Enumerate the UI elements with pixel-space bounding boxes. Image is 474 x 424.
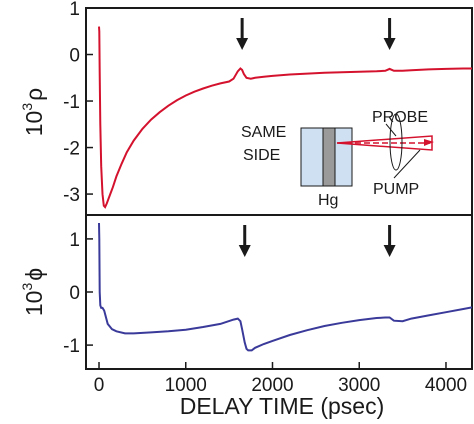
svg-text:103ϕ: 103 ϕ [19,268,47,316]
bottom-y-axis-title: 103 ϕ [19,268,47,316]
bottom-arrow-head [238,245,251,257]
top-y-ticks: 1 0 -1 -2 -3 [63,0,93,206]
bottom-ylabel-symbol: ϕ [21,268,47,281]
bottom-panel: 10-1 0 1000 2000 3000 4000 103ϕ DELAY TIME (… [19,214,473,419]
inset-label-side: SIDE [243,147,280,164]
top-y-tick-label: 0 [69,46,80,67]
top-arrows [236,18,396,50]
x-tick-label: 0 [94,375,105,396]
bottom-arrows [238,225,396,257]
top-y-tick-label: 1 [69,0,80,20]
bottom-series-line [98,222,472,352]
bottom-ylabel-base: 10 [21,291,47,317]
inset-diagram: SAME SIDE Hg PROBE PUMP [241,109,434,209]
top-y-tick-label: -1 [63,92,80,113]
inset-label-hg: Hg [318,192,338,209]
top-arrow-head [236,38,249,50]
top-y-tick-label: -3 [63,185,80,206]
x-tick-label: 4000 [425,375,467,396]
top-ylabel-exp: 3 [19,103,35,111]
x-tick-label: 2000 [251,375,293,396]
bottom-arrow-head [383,245,396,257]
inset-probe-beam [336,135,433,151]
top-ylabel-base: 10 [21,111,47,137]
bottom-y-tick-label: 0 [69,283,80,304]
inset-hg-layer [322,127,336,187]
top-ylabel-symbol: ρ [21,88,47,101]
inset-probe-leader [385,123,397,137]
bottom-y-tick-label: -1 [63,336,80,357]
inset-lens [389,113,403,171]
top-arrow-head [383,38,396,50]
top-y-tick-label: -2 [63,139,80,160]
inset-label-same: SAME [241,124,286,141]
inset-label-probe: PROBE [372,109,428,126]
bottom-y-ticks: 1 0 -1 [63,230,93,357]
x-tick-label: 3000 [338,375,380,396]
x-ticks: 0 1000 2000 3000 4000 [94,362,467,396]
x-axis-title: DELAY TIME (psec) [180,393,385,419]
top-panel: 10-1-2-3 SAME SIDE Hg PROBE PUMP 103ρ [19,0,473,216]
top-series-line [98,26,472,209]
svg-text:103ρ: 103 ρ [19,88,47,136]
bottom-plot-frame [85,214,473,370]
inset-pump-leader [393,149,421,179]
top-y-axis-title: 103 ρ [19,88,47,136]
bottom-y-tick-label: 1 [69,230,80,251]
x-tick-label: 1000 [165,375,207,396]
bottom-ylabel-exp: 3 [19,283,35,291]
inset-beam-arrowhead [424,139,434,146]
inset-label-pump: PUMP [373,181,419,198]
